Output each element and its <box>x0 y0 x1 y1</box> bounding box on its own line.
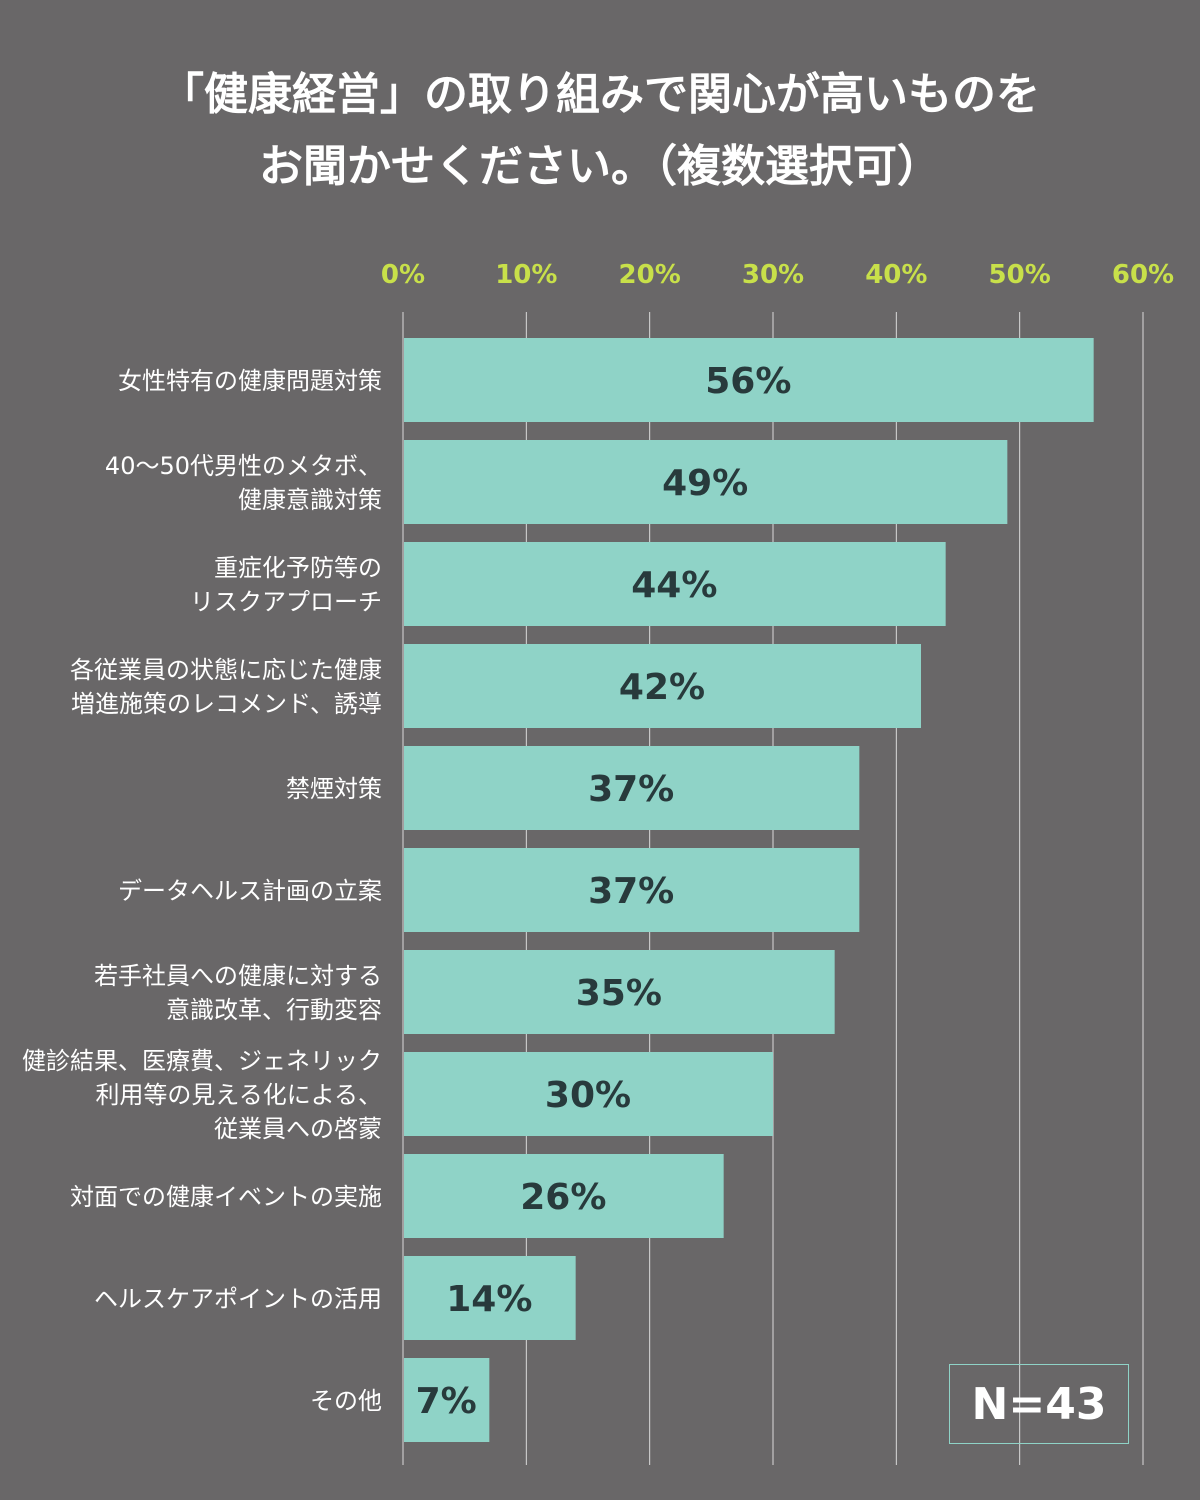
category-label: ヘルスケアポイントの活用 <box>94 1285 382 1313</box>
bar-value-label: 44% <box>631 565 717 606</box>
category-label: 健診結果、医療費、ジェネリック <box>22 1047 382 1075</box>
category-label: 従業員への啓蒙 <box>214 1115 382 1143</box>
chart-title-line-1: 「健康経営」の取り組みで関心が高いものを <box>160 69 1040 120</box>
bar <box>404 338 1094 422</box>
x-tick-label: 20% <box>619 260 681 290</box>
bar <box>404 1256 576 1340</box>
category-label: 重症化予防等の <box>214 554 382 582</box>
category-label: 若手社員への健康に対する <box>94 962 382 990</box>
x-tick-label: 60% <box>1112 260 1174 290</box>
x-tick-label: 50% <box>989 260 1051 290</box>
bar-value-label: 37% <box>588 871 674 912</box>
x-tick-label: 40% <box>865 260 927 290</box>
bar <box>404 644 921 728</box>
category-label: リスクアプローチ <box>190 588 382 616</box>
category-labels: 女性特有の健康問題対策 40〜50代男性のメタボ、健康意識対策重症化予防等のリスク… <box>22 367 382 1415</box>
bar <box>404 1052 773 1136</box>
bar-value-label: 56% <box>705 361 791 402</box>
bar-value-label: 42% <box>619 667 705 708</box>
chart-title-line-2: お聞かせください。（複数選択可） <box>259 141 941 192</box>
sample-size-badge: N=43 <box>949 1364 1129 1444</box>
category-label: 各従業員の状態に応じた健康 <box>70 656 382 684</box>
bar <box>404 746 860 830</box>
bar <box>404 542 946 626</box>
bar-value-label: 49% <box>662 463 748 504</box>
bar <box>404 848 860 932</box>
bar <box>404 440 1008 524</box>
bar-value-label: 7% <box>416 1381 477 1422</box>
category-label: 女性特有の健康問題対策 <box>118 367 382 395</box>
x-axis-ticks: 0% 10% 20% 30% 40% 50% 60% <box>381 260 1174 290</box>
category-label: 健康意識対策 <box>238 486 382 514</box>
x-tick-label: 30% <box>742 260 804 290</box>
bar <box>404 1154 724 1238</box>
category-label: その他 <box>310 1387 382 1415</box>
bar <box>404 1358 490 1442</box>
category-label: データヘルス計画の立案 <box>118 877 382 905</box>
category-label: 利用等の見える化による、 <box>95 1081 382 1109</box>
bar-value-label: 37% <box>588 769 674 810</box>
bar <box>404 950 835 1034</box>
category-label: 40〜50代男性のメタボ、 <box>105 452 382 480</box>
category-label: 意識改革、行動変容 <box>166 996 382 1024</box>
bars: 56% 49% 44% 42% 37% 37% 35% 30% 26% 14% 7% <box>404 338 1094 1442</box>
category-label: 増進施策のレコメンド、誘導 <box>71 690 382 718</box>
bar-value-label: 26% <box>520 1177 606 1218</box>
bar-value-label: 14% <box>446 1279 532 1320</box>
x-tick-label: 0% <box>381 260 425 290</box>
category-label: 対面での健康イベントの実施 <box>70 1183 382 1211</box>
x-tick-label: 10% <box>495 260 557 290</box>
bar-value-label: 35% <box>576 973 662 1014</box>
category-label: 禁煙対策 <box>286 775 382 803</box>
bar-value-label: 30% <box>545 1075 631 1116</box>
